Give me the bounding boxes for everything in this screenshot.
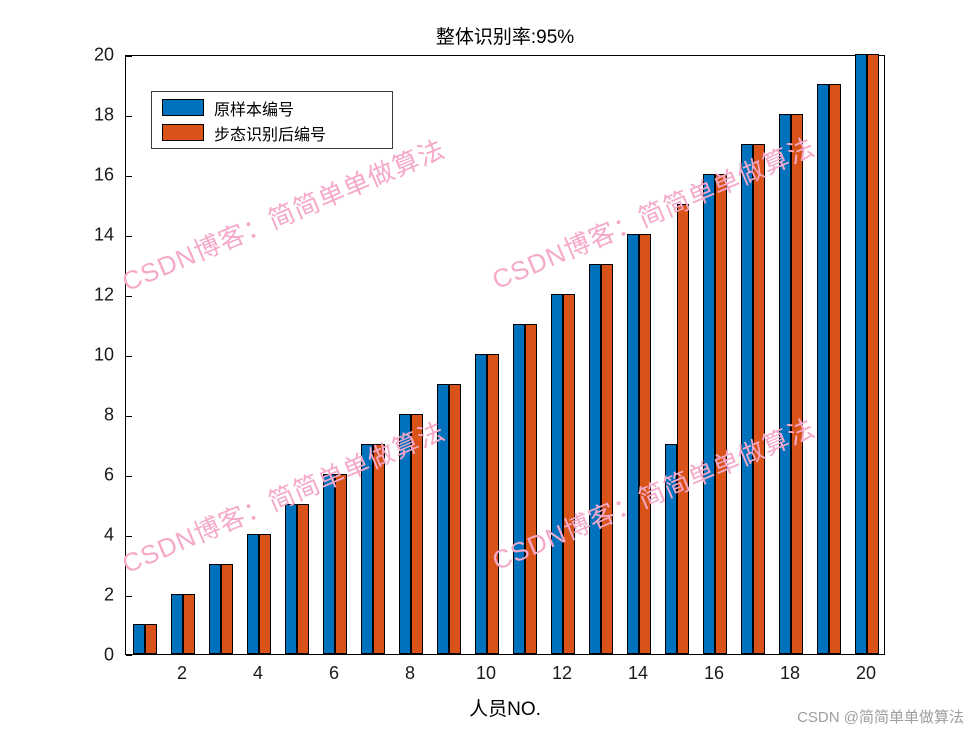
y-tick-mark — [126, 536, 132, 537]
y-tick-label: 12 — [93, 284, 114, 305]
bar-series2-x5 — [297, 504, 309, 654]
legend-swatch-blue — [162, 99, 204, 116]
bar-series1-x10 — [475, 354, 487, 654]
bar-series2-x1 — [145, 624, 157, 654]
bar-series2-x12 — [563, 294, 575, 654]
y-tick-mark — [126, 476, 132, 477]
bar-series2-x19 — [829, 84, 841, 654]
y-tick-mark — [126, 176, 132, 177]
y-tick-label: 10 — [93, 344, 114, 365]
bar-series1-x4 — [247, 534, 259, 654]
bar-series1-x14 — [627, 234, 639, 654]
bar-series2-x13 — [601, 264, 613, 654]
bar-series1-x18 — [779, 114, 791, 654]
y-tick-mark — [126, 116, 132, 117]
bar-series2-x9 — [449, 384, 461, 654]
x-tick-label: 16 — [703, 663, 725, 683]
legend-swatch-orange — [162, 124, 204, 141]
x-tick-mark — [791, 648, 792, 654]
bar-series1-x19 — [817, 84, 829, 654]
bar-series2-x7 — [373, 444, 385, 654]
legend-item-original: 原样本编号 — [162, 98, 392, 119]
y-tick-mark — [126, 296, 132, 297]
y-tick-label: 8 — [103, 404, 114, 425]
chart-title: 整体识别率:95% — [435, 27, 575, 48]
x-tick-mark — [715, 648, 716, 654]
plot-area: 原样本编号 步态识别后编号 — [125, 54, 885, 656]
y-tick-label: 16 — [93, 164, 114, 185]
x-tick-label: 12 — [551, 663, 573, 683]
x-tick-mark — [639, 648, 640, 654]
bar-series2-x14 — [639, 234, 651, 654]
y-tick-label: 20 — [93, 44, 114, 65]
legend-label-recognized: 步态识别后编号 — [214, 126, 327, 144]
bar-series2-x18 — [791, 114, 803, 654]
bar-series2-x16 — [715, 174, 727, 654]
bar-series1-x13 — [589, 264, 601, 654]
bar-series2-x20 — [867, 54, 879, 654]
bar-series1-x7 — [361, 444, 373, 654]
y-tick-mark — [126, 596, 132, 597]
y-tick-label: 2 — [103, 584, 114, 605]
bar-series2-x8 — [411, 414, 423, 654]
bar-series1-x2 — [171, 594, 183, 654]
bar-series2-x11 — [525, 324, 537, 654]
bar-series1-x5 — [285, 504, 297, 654]
bar-series1-x1 — [133, 624, 145, 654]
x-tick-mark — [259, 648, 260, 654]
x-tick-label: 8 — [404, 663, 416, 683]
bar-series2-x4 — [259, 534, 271, 654]
watermark-corner: CSDN @简简单单做算法 — [797, 709, 964, 726]
y-tick-mark — [126, 416, 132, 417]
y-tick-mark — [126, 236, 132, 237]
y-tick-label: 14 — [93, 224, 114, 245]
y-tick-label: 0 — [103, 644, 114, 665]
bar-series1-x8 — [399, 414, 411, 654]
bar-series2-x3 — [221, 564, 233, 654]
y-tick-mark — [126, 356, 132, 357]
x-tick-label: 18 — [779, 663, 801, 683]
bar-series2-x17 — [753, 144, 765, 654]
x-tick-mark — [563, 648, 564, 654]
x-tick-label: 2 — [176, 663, 188, 683]
y-tick-mark — [126, 56, 132, 57]
bar-series1-x20 — [855, 54, 867, 654]
y-tick-label: 4 — [103, 524, 114, 545]
x-axis-label: 人员NO. — [469, 699, 541, 720]
bar-series2-x10 — [487, 354, 499, 654]
legend-label-original: 原样本编号 — [214, 101, 295, 119]
y-tick-label: 6 — [103, 464, 114, 485]
y-tick-label: 18 — [93, 104, 114, 125]
bar-series1-x9 — [437, 384, 449, 654]
x-tick-mark — [335, 648, 336, 654]
x-tick-mark — [183, 648, 184, 654]
x-tick-label: 6 — [328, 663, 340, 683]
bar-series1-x15 — [665, 444, 677, 654]
legend[interactable]: 原样本编号 步态识别后编号 — [151, 91, 393, 149]
x-tick-mark — [867, 648, 868, 654]
x-tick-label: 14 — [627, 663, 649, 683]
x-tick-mark — [411, 648, 412, 654]
x-tick-mark — [487, 648, 488, 654]
legend-item-recognized: 步态识别后编号 — [162, 123, 392, 144]
bar-series1-x17 — [741, 144, 753, 654]
x-tick-label: 20 — [855, 663, 877, 683]
bar-series1-x6 — [323, 474, 335, 654]
bar-series1-x3 — [209, 564, 221, 654]
bar-series1-x12 — [551, 294, 563, 654]
bar-series2-x2 — [183, 594, 195, 654]
y-tick-mark — [126, 655, 132, 656]
bar-series2-x6 — [335, 474, 347, 654]
bar-series2-x15 — [677, 204, 689, 654]
bar-series1-x11 — [513, 324, 525, 654]
x-tick-label: 4 — [252, 663, 264, 683]
bar-series1-x16 — [703, 174, 715, 654]
x-tick-label: 10 — [475, 663, 497, 683]
